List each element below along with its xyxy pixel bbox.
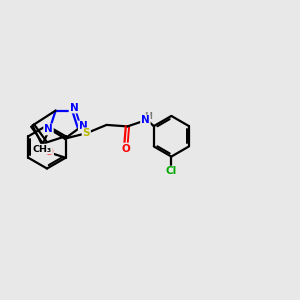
- Text: Cl: Cl: [166, 167, 177, 176]
- Text: H: H: [144, 112, 152, 121]
- Text: N: N: [141, 116, 150, 125]
- Text: CH₃: CH₃: [33, 145, 52, 154]
- Text: O: O: [44, 147, 53, 157]
- Text: N: N: [70, 103, 78, 112]
- Text: N: N: [44, 124, 53, 134]
- Text: N: N: [79, 122, 88, 131]
- Text: S: S: [82, 128, 90, 138]
- Text: O: O: [122, 143, 130, 154]
